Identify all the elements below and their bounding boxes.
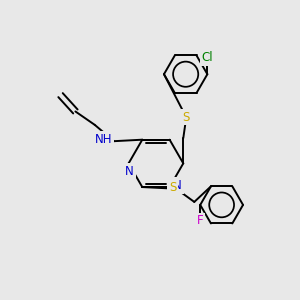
Text: Cl: Cl: [202, 51, 213, 64]
Text: S: S: [183, 111, 190, 124]
Text: F: F: [197, 214, 203, 227]
Text: N: N: [125, 165, 134, 178]
Text: S: S: [169, 182, 176, 194]
Text: NH: NH: [95, 133, 112, 146]
Text: N: N: [173, 179, 182, 192]
